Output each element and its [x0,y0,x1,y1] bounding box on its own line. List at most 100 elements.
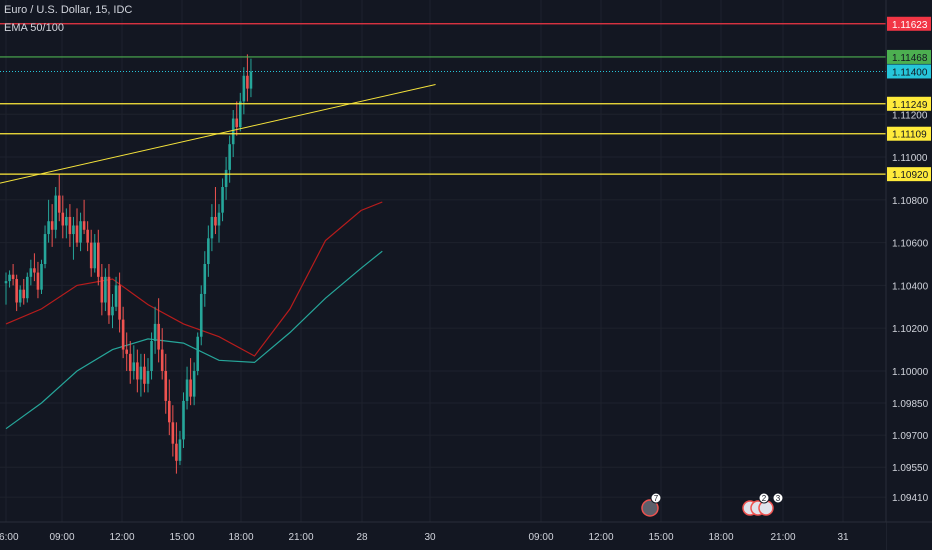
candle-body [196,336,199,371]
candle-body [210,216,214,239]
candle-body [160,349,164,371]
event-count-label: 7 [654,494,659,503]
time-tick-label: 12:00 [588,532,613,543]
price-tick-label: 1.10200 [892,324,929,335]
time-tick-label: 12:00 [109,532,134,543]
price-tag-background[interactable] [887,64,931,79]
event-count-label: 3 [776,494,781,503]
candle-body [249,71,253,89]
candle-body [65,216,68,226]
price-tick-label: 1.10600 [892,239,929,250]
price-tick-label: 1.09700 [892,431,929,442]
candle-body [100,276,104,303]
candle-body [40,264,43,290]
candle-body [121,319,125,350]
candle-body [185,379,189,401]
candle-body [246,75,249,89]
price-tick-label: 1.10400 [892,281,929,292]
candle-body [207,238,210,264]
price-tick-label: 1.09550 [892,463,929,474]
trendline-layer[interactable] [0,84,436,184]
candle-body [54,195,57,230]
event-count-badge[interactable] [650,492,662,504]
candle-body [79,221,82,243]
candle-body [228,144,231,170]
price-tick-label: 1.09850 [892,399,929,410]
candle-body [128,353,132,371]
economic-event-marker[interactable]: 2 [742,492,774,516]
time-tick-label: 21:00 [770,532,795,543]
candle-body [61,212,65,226]
candle-body [57,195,61,213]
candle-body [75,225,79,243]
candle-body [89,242,93,269]
price-tag-background[interactable] [887,96,931,111]
candle-body [18,289,22,303]
price-axis-background [886,0,932,550]
time-tick-label: 18:00 [228,532,253,543]
event-dot[interactable] [641,499,659,517]
price-tag-label[interactable]: 1.11468 [892,53,928,64]
symbol-title: Euro / U.S. Dollar, 15, IDC [4,4,133,16]
candle-body [175,443,178,461]
candle-body [239,101,242,128]
event-count-badge[interactable] [772,492,784,504]
candle-body [4,281,8,284]
time-tick-label: 09:00 [49,532,74,543]
candle-body [221,186,224,213]
candle-body [217,212,221,226]
time-tick-label: 15:00 [169,532,194,543]
price-tag-background[interactable] [887,126,931,141]
candle-body [199,293,203,337]
candle-body [242,75,246,102]
event-count-label: 2 [762,494,767,503]
candle-body [8,274,11,282]
candle-body [107,276,111,316]
candle-body [164,370,168,401]
price-tag-background[interactable] [887,49,931,64]
time-tick-label: 18:00 [708,532,733,543]
time-tick-label: 21:00 [288,532,313,543]
trendline[interactable] [0,84,436,184]
candle-body [47,221,50,235]
price-axis[interactable]: 1.11200 1.11000 1.10800 1.10600 1.10400 1.102… [885,0,932,550]
candle-body [231,118,235,145]
time-tick-label: 15:00 [648,532,673,543]
price-tag-label[interactable]: 1.11623 [892,20,928,31]
candle-body [192,370,196,397]
horizontal-levels[interactable] [0,23,886,175]
candle-body [68,216,72,235]
candle-body [29,268,33,277]
candle-body [11,274,15,279]
candle-body [93,242,97,269]
candle-body [72,225,75,235]
time-axis-background [0,522,886,550]
event-count-badge[interactable] [758,492,770,504]
price-tag-background[interactable] [887,16,931,31]
candle-body [22,289,26,299]
candle-body [125,349,128,354]
price-tag-label[interactable]: 1.11109 [892,130,927,141]
price-tick-label: 1.11000 [892,153,928,164]
candle-body [132,362,136,371]
price-tag-background[interactable] [887,167,931,182]
candle-body [224,169,228,187]
indicator-legend: EMA 50/100 [4,22,64,34]
candle-body [136,362,139,380]
economic-event-marker[interactable]: 7 [641,492,662,517]
candle-body [33,268,36,273]
time-axis[interactable]: 06:00 09:00 12:00 15:00 18:00 21:00 28 30 09:00 1… [0,521,932,550]
candle-body [97,242,100,277]
price-tag-label[interactable]: 1.10920 [892,170,929,181]
price-tag-label[interactable]: 1.11249 [892,100,928,111]
candle-body [82,221,86,230]
candles [4,54,253,474]
price-tag-label[interactable]: 1.11400 [892,67,928,78]
candle-body [50,221,54,230]
candle-body [143,366,146,384]
candle-body [189,379,192,397]
candle-body [157,323,160,350]
candle-body [36,272,40,290]
